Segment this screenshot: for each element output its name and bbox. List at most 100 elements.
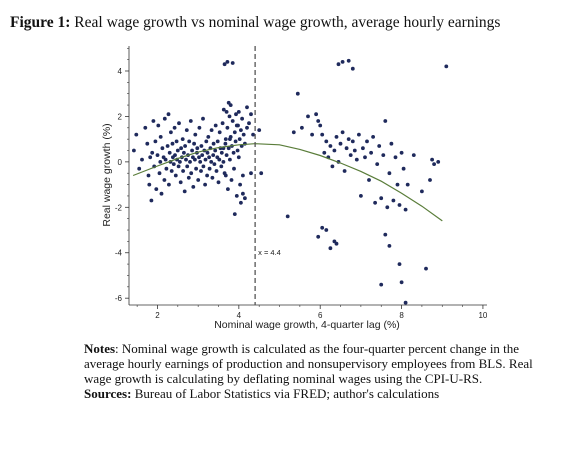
data-point <box>381 153 386 158</box>
x-axis-label: Nominal wage growth, 4-quarter lag (%) <box>214 319 400 331</box>
data-point <box>291 130 296 135</box>
data-point <box>318 123 323 128</box>
y-tick-label: 2 <box>118 112 123 121</box>
data-point <box>192 141 197 146</box>
data-point <box>346 137 351 142</box>
data-point <box>354 157 359 162</box>
data-point <box>184 157 188 162</box>
data-point <box>194 166 199 171</box>
data-point <box>226 187 230 192</box>
data-point <box>169 169 174 173</box>
data-point <box>180 137 185 142</box>
data-point <box>444 64 449 69</box>
data-point <box>201 116 205 121</box>
data-point <box>228 137 232 142</box>
figure-title-text: Real wage growth vs nominal wage growth,… <box>74 14 501 31</box>
data-point <box>166 112 171 117</box>
data-point <box>137 166 142 171</box>
data-point <box>369 150 373 155</box>
data-point <box>191 185 196 189</box>
data-point <box>159 191 164 196</box>
y-tick-label: -2 <box>115 203 123 212</box>
data-point <box>162 116 167 121</box>
data-point <box>185 164 190 169</box>
data-point <box>322 150 327 155</box>
data-point <box>363 155 367 160</box>
data-point <box>140 157 144 162</box>
data-point <box>172 125 177 130</box>
data-point <box>316 119 321 123</box>
data-point <box>216 180 221 185</box>
data-point <box>149 198 154 203</box>
data-point <box>176 164 181 169</box>
data-point <box>310 132 314 137</box>
data-point <box>158 135 163 139</box>
data-point <box>338 141 343 146</box>
data-point <box>210 175 215 180</box>
data-point <box>395 182 400 187</box>
data-point <box>203 157 208 162</box>
notes-label: Notes <box>84 341 116 356</box>
x-tick-label: 8 <box>399 311 404 320</box>
data-point <box>188 119 193 123</box>
data-point <box>332 239 337 244</box>
data-point <box>377 144 382 148</box>
data-point <box>328 246 333 251</box>
figure-label: Figure 1: <box>10 14 71 31</box>
data-point <box>223 137 228 142</box>
data-point <box>157 171 162 176</box>
data-point <box>233 139 238 144</box>
data-point <box>225 125 230 130</box>
data-point <box>403 300 408 305</box>
data-point <box>154 187 159 192</box>
data-point <box>399 150 404 155</box>
data-point <box>182 189 187 194</box>
reference-line-group: x = 4.4 <box>254 46 281 305</box>
data-point <box>178 180 183 185</box>
data-point <box>350 66 355 71</box>
data-point <box>167 150 172 155</box>
data-point <box>379 196 384 201</box>
data-point <box>232 166 236 171</box>
data-point <box>365 139 369 144</box>
data-point <box>336 62 341 67</box>
data-point <box>219 164 224 169</box>
data-point <box>357 132 361 137</box>
data-point <box>169 130 173 135</box>
data-point <box>215 139 220 144</box>
data-point <box>332 148 337 153</box>
data-point <box>391 198 396 203</box>
data-point <box>223 173 228 178</box>
data-point <box>432 162 436 167</box>
data-point <box>387 244 392 248</box>
notes-text: : Nominal wage growth is calculated as t… <box>84 341 533 386</box>
chart-axes: 2 4 6 8 10 -6 -4 -2 0 2 4 <box>115 46 488 320</box>
data-point <box>198 160 203 164</box>
data-point <box>195 146 200 151</box>
data-point <box>201 164 206 169</box>
data-point <box>156 123 161 128</box>
data-point <box>143 125 148 130</box>
data-point <box>199 169 203 173</box>
data-point <box>411 153 416 158</box>
data-point <box>228 157 232 162</box>
data-point <box>259 171 264 176</box>
data-point <box>230 119 235 123</box>
sources-paragraph: Sources: Bureau of Labor Statistics via … <box>84 386 554 401</box>
data-point <box>232 130 237 135</box>
data-point <box>403 207 408 212</box>
data-point <box>209 128 214 133</box>
data-point <box>306 114 310 119</box>
data-point <box>189 171 194 176</box>
data-point <box>227 114 232 119</box>
data-point <box>399 280 404 285</box>
data-point <box>183 144 188 148</box>
data-point <box>367 178 371 182</box>
fit-curve <box>132 143 443 222</box>
data-point <box>196 178 201 182</box>
data-point <box>197 125 202 130</box>
data-point <box>187 139 192 144</box>
data-point <box>230 61 235 65</box>
data-point <box>314 112 318 117</box>
